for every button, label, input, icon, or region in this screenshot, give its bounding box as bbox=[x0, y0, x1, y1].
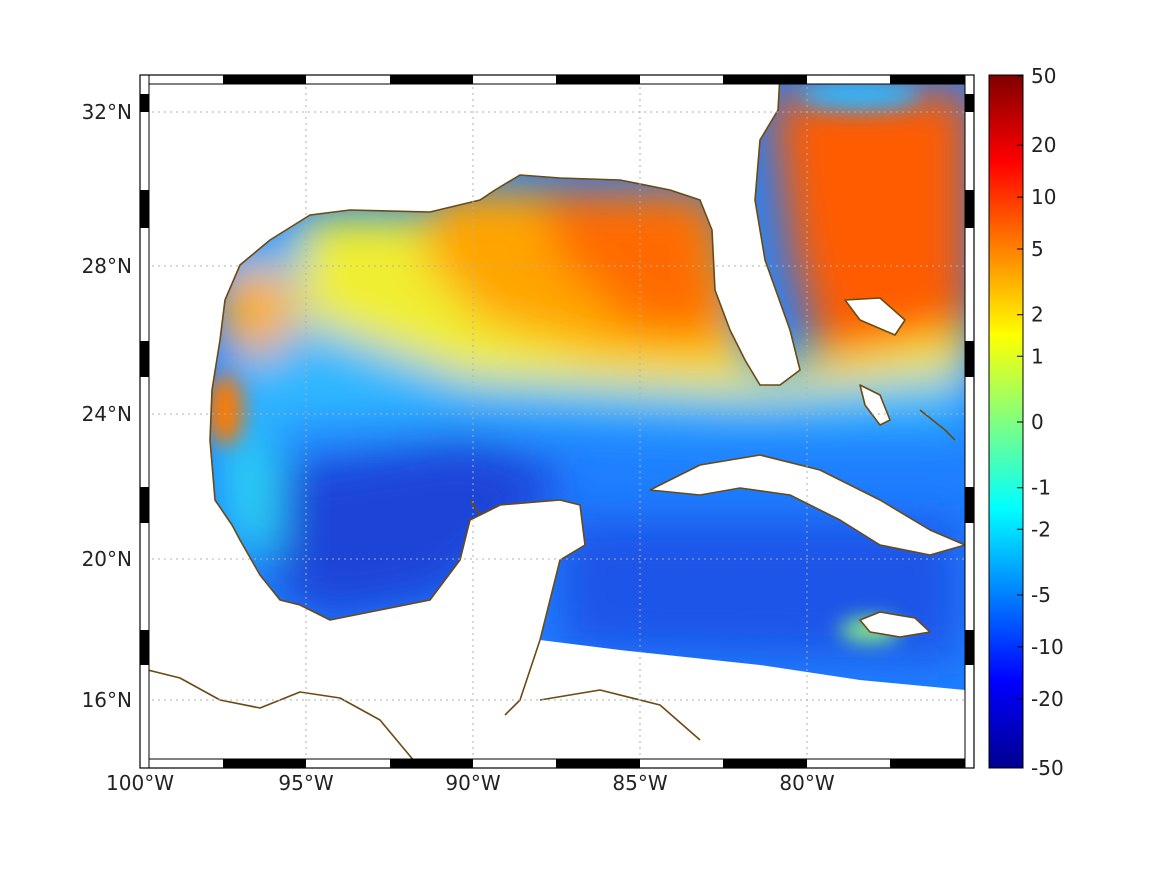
colorbar-tick-label: 2 bbox=[1031, 303, 1044, 327]
cuba-land bbox=[650, 455, 965, 555]
lon-label: 100°W bbox=[106, 771, 174, 795]
lat-label: 16°N bbox=[82, 688, 132, 712]
lon-label: 90°W bbox=[445, 771, 500, 795]
field-atlantic-cool-spot bbox=[800, 81, 920, 109]
colorbar-tick-label: 20 bbox=[1031, 133, 1056, 157]
lat-label: 32°N bbox=[82, 100, 132, 124]
ocean-field bbox=[140, 75, 974, 768]
lat-axis-labels: 32°N 28°N 24°N 20°N 16°N bbox=[82, 100, 132, 712]
land-mask bbox=[140, 75, 974, 768]
field-west-patch bbox=[215, 265, 295, 355]
map-frame bbox=[139, 74, 975, 769]
colorbar-tick-label: -10 bbox=[1031, 635, 1064, 659]
colorbar-tick-label: 10 bbox=[1031, 185, 1056, 209]
lon-label: 95°W bbox=[278, 771, 333, 795]
colorbar-tick-label: -1 bbox=[1031, 476, 1051, 500]
colorbar-tick-label: -20 bbox=[1031, 687, 1064, 711]
lat-label: 28°N bbox=[82, 254, 132, 278]
mexico-central-america-land bbox=[140, 500, 974, 768]
colorbar-tick-label: 50 bbox=[1031, 64, 1056, 88]
lat-label: 24°N bbox=[82, 402, 132, 426]
colorbar-tick-label: 1 bbox=[1031, 344, 1044, 368]
colorbar-tick-label: 0 bbox=[1031, 410, 1044, 434]
north-america-land bbox=[140, 75, 800, 540]
colorbar-tick-label: -50 bbox=[1031, 756, 1064, 780]
colorbar-tick-label: -5 bbox=[1031, 583, 1051, 607]
mainland-coastline bbox=[209, 75, 801, 716]
bahamas-land bbox=[860, 385, 890, 425]
bahamas-chain bbox=[919, 409, 956, 441]
honduras-coastline bbox=[539, 689, 701, 741]
lon-label: 85°W bbox=[612, 771, 667, 795]
field-coastal-orange bbox=[207, 375, 243, 445]
bahamas-coastline bbox=[859, 384, 891, 426]
bahamas-coastline-2 bbox=[844, 297, 906, 336]
field-atlantic bbox=[770, 90, 970, 360]
jamaica-coastline bbox=[859, 611, 931, 638]
cuba-coastline bbox=[649, 454, 966, 556]
lon-axis-labels: 100°W 95°W 90°W 85°W 80°W bbox=[106, 771, 835, 795]
field-deep-blue bbox=[260, 440, 560, 620]
lon-label: 80°W bbox=[779, 771, 834, 795]
colorbar-tick-label: -2 bbox=[1031, 517, 1051, 541]
field-red-gulf bbox=[540, 190, 725, 330]
gridlines bbox=[140, 75, 974, 768]
yucatan-detail bbox=[469, 499, 501, 516]
lat-label: 20°N bbox=[82, 547, 132, 571]
colorbar-tick-label: 5 bbox=[1031, 237, 1044, 261]
